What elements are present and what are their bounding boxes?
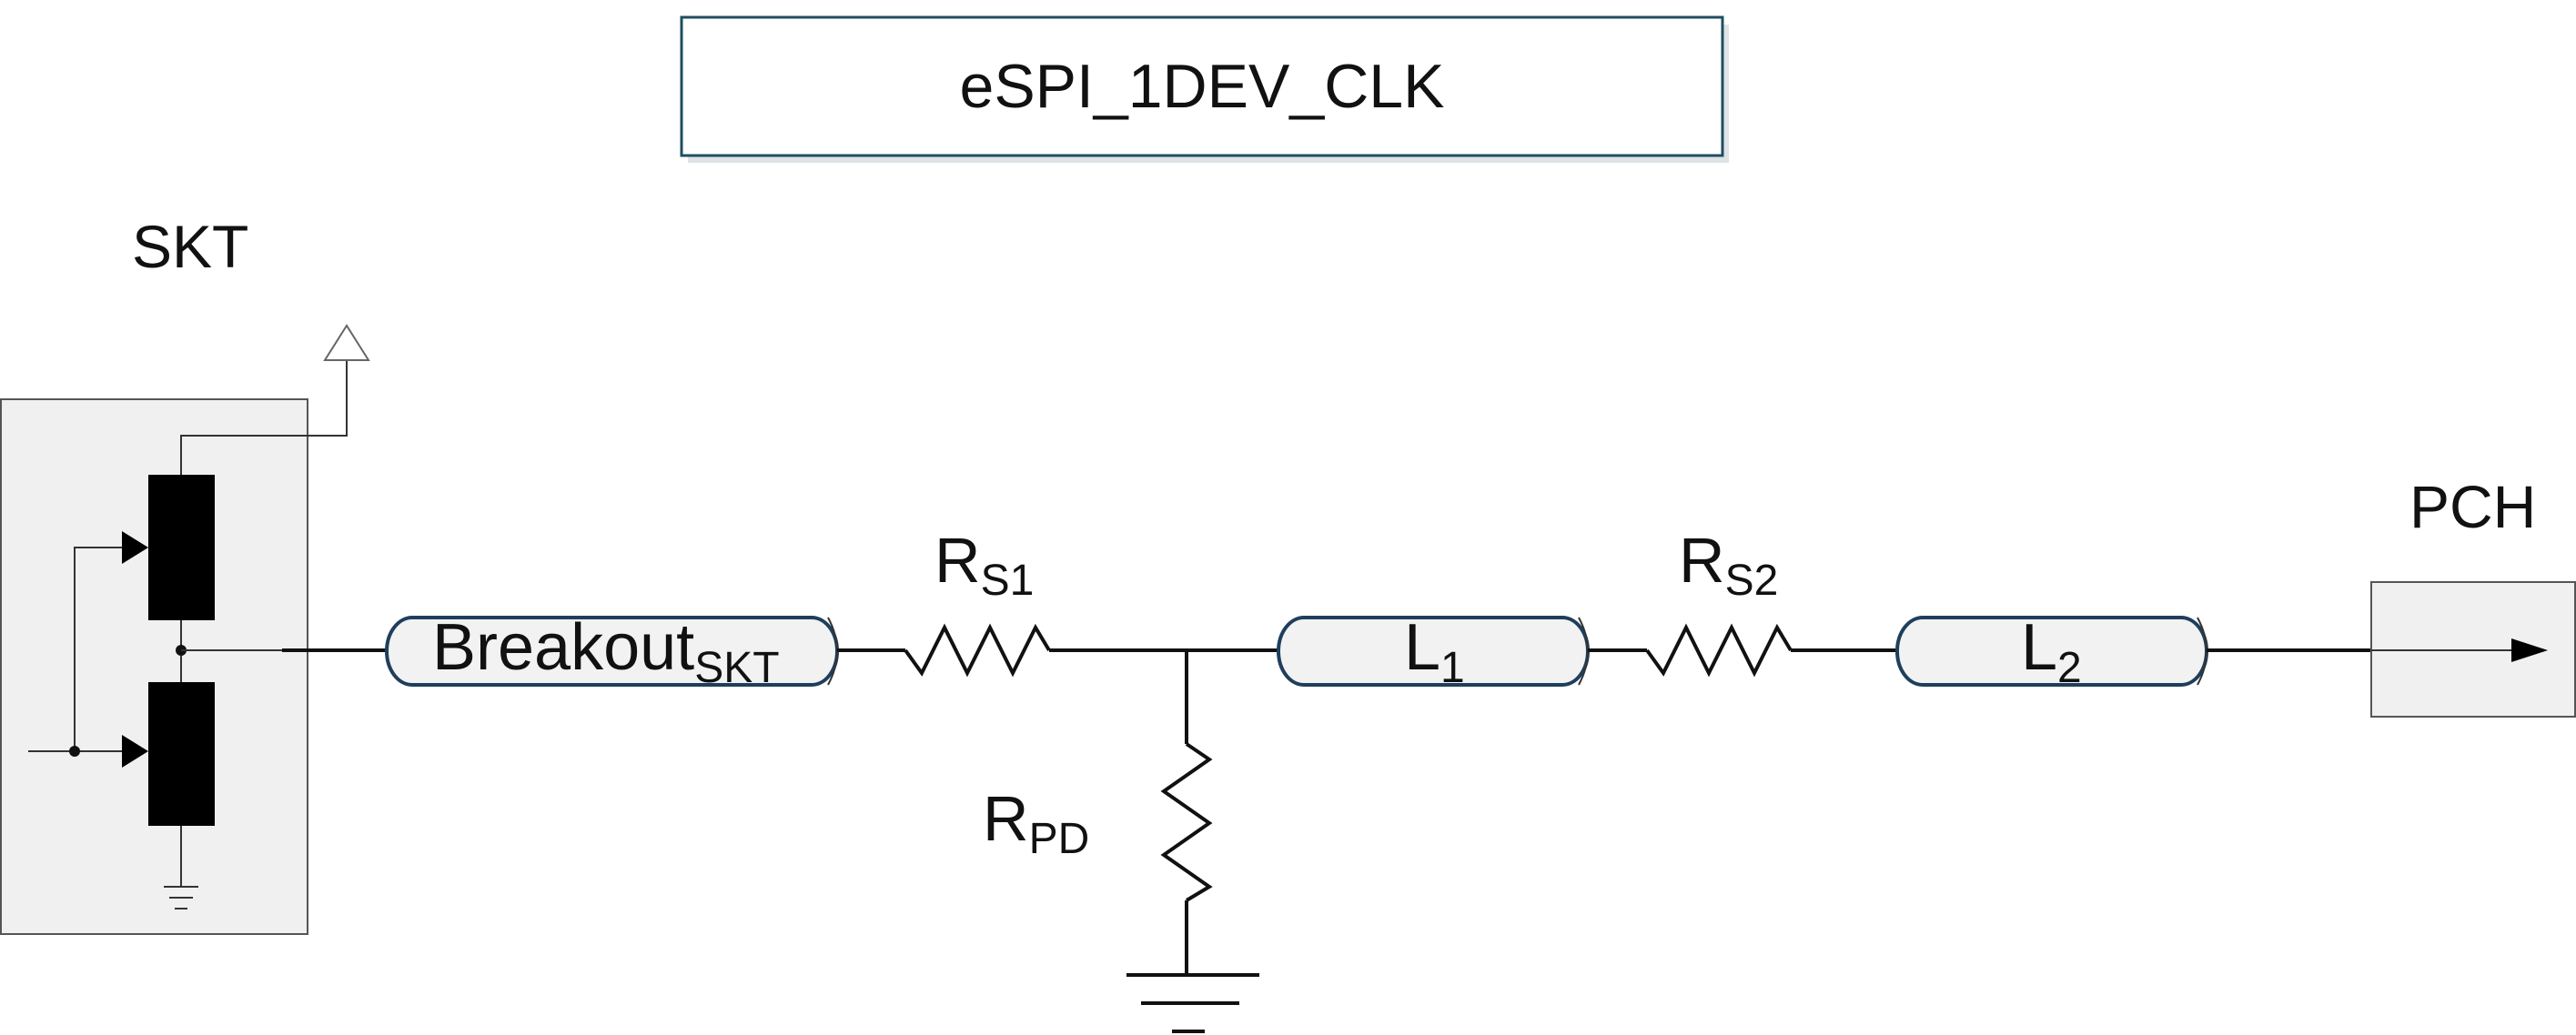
skt-ground-icon — [164, 886, 198, 909]
skt-label: SKT — [132, 213, 248, 280]
rpd-ground-icon — [1126, 973, 1259, 1033]
upper-transistor — [148, 475, 215, 620]
gate-arrow-lower-icon — [122, 735, 148, 768]
input-junction-dot — [69, 746, 80, 757]
rpd-label: RPD — [983, 783, 1089, 863]
gate-arrow-upper-icon — [122, 531, 148, 564]
l1-label: L1 — [1404, 611, 1465, 692]
rpd-resistor: RPD — [983, 650, 1213, 975]
pch-receiver-block — [2370, 581, 2576, 718]
rs1-resistor: RS1 — [904, 525, 1051, 678]
skt-driver-block — [0, 324, 370, 935]
l2-label: L2 — [2021, 611, 2082, 692]
l1-transmission-line: L1 — [1277, 611, 1590, 692]
breakout-label: BreakoutSKT — [432, 611, 780, 692]
title-box: eSPI_1DEV_CLK — [680, 15, 1729, 163]
title-text: eSPI_1DEV_CLK — [960, 52, 1445, 121]
rs2-label: RS2 — [1679, 525, 1778, 605]
lower-transistor — [148, 682, 215, 826]
l2-transmission-line: L2 — [1895, 611, 2208, 692]
supply-triangle-icon — [323, 324, 370, 361]
pch-input-arrow-icon — [2511, 638, 2548, 662]
rs2-resistor: RS2 — [1645, 525, 1793, 678]
rs1-label: RS1 — [934, 525, 1034, 605]
breakout-transmission-line: BreakoutSKT — [385, 611, 839, 692]
pch-label: PCH — [2409, 473, 2536, 540]
